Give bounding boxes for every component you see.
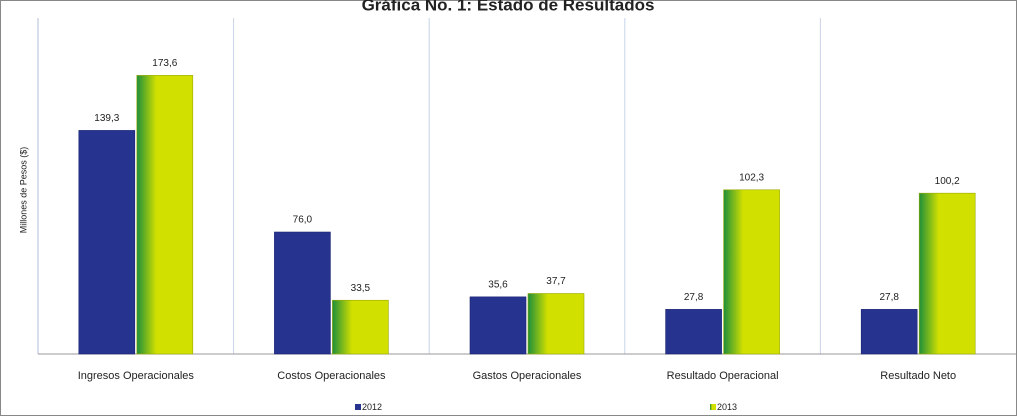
- bar: [274, 231, 331, 355]
- x-tick-label: Gastos Operacionales: [473, 370, 582, 382]
- data-label: 33,5: [351, 283, 371, 294]
- y-axis-label: Millones de Pesos ($): [18, 147, 28, 234]
- data-label: 27,8: [879, 292, 899, 303]
- bar: [136, 75, 194, 355]
- bar: [78, 130, 136, 355]
- x-tick-label: Ingresos Operacionales: [78, 370, 195, 382]
- x-tick-label: Costos Operacionales: [277, 370, 386, 382]
- data-label: 173,6: [152, 58, 177, 69]
- data-label: 27,8: [684, 292, 704, 303]
- data-label: 76,0: [293, 215, 313, 226]
- data-label: 139,3: [94, 113, 119, 124]
- bar: [332, 299, 389, 355]
- data-label: 102,3: [739, 172, 764, 183]
- bar: [469, 296, 527, 355]
- legend-label: 2012: [362, 402, 382, 412]
- data-label: 35,6: [488, 280, 508, 291]
- data-label: 37,7: [546, 276, 566, 287]
- bar: [527, 293, 585, 355]
- bar: [918, 192, 976, 355]
- bar: [665, 309, 722, 355]
- legend-swatch: [710, 404, 716, 410]
- data-label: 100,2: [935, 176, 960, 187]
- x-tick-label: Resultado Operacional: [667, 370, 779, 382]
- bar: [860, 309, 918, 355]
- legend-label: 2013: [717, 402, 737, 412]
- x-tick-label: Resultado Neto: [880, 370, 956, 382]
- legend-swatch: [355, 404, 361, 410]
- bar: [723, 189, 780, 355]
- chart-title: Gráfica No. 1: Estado de Resultados: [362, 0, 655, 14]
